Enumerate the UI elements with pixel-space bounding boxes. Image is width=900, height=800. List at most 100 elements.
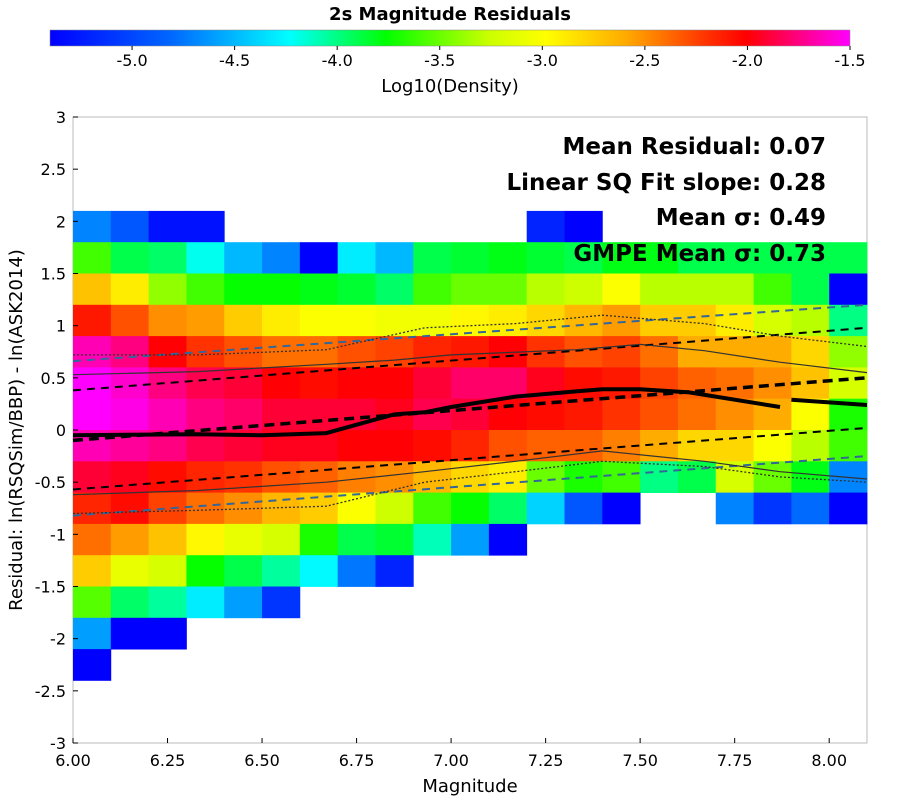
heatmap-cell [73,242,112,274]
heatmap-cell [148,492,187,525]
x-tick-label: 7.50 [622,751,658,770]
heatmap-cell [488,461,528,493]
heatmap-cell [715,242,754,274]
heatmap-cell [375,492,414,525]
y-tick-label: 1 [56,317,66,336]
heatmap-cell [375,336,414,368]
line-upper-inner [72,343,868,376]
heatmap-cell [299,367,339,400]
heatmap-cell [186,304,225,337]
heatmap-cell [186,242,225,274]
heatmap-cell [791,492,830,525]
heatmap-cell [337,523,376,556]
heatmap-cell [186,461,225,493]
colorbar: -5.0 -4.5 -4.0 -3.5 -3.0 -2.5 -2.0 -1.5 Log10(D… [49,29,866,97]
heatmap-cell [829,273,868,306]
chart-title: 2s Magnitude Residuals [329,4,571,25]
heatmap-cell [640,242,679,274]
heatmap-cell [526,430,565,462]
y-tick-label: 1.5 [41,265,66,284]
heatmap-cell [602,398,641,431]
heatmap-cell [451,336,490,368]
heatmap-cell [73,586,112,619]
heatmap-cell [262,461,301,493]
heatmap-cell [148,586,187,619]
heatmap-cell [677,304,717,337]
heatmap-cell [148,336,187,368]
line-upper-outer [73,314,868,356]
heatmap-cell [224,242,263,274]
heatmap-cell [110,586,150,619]
heatmap-cell [677,242,717,274]
heatmap-cell [337,304,376,337]
heatmap-cell [73,304,112,337]
heatmap-cell [602,242,641,274]
heatmap-cell [526,304,565,337]
line-lower-inner [72,450,868,496]
heatmap-cell [791,336,830,368]
heatmap-cell [715,492,754,525]
heatmap-cell [110,492,150,525]
heatmap-cell [262,304,301,337]
line-gmpe-plus [72,303,868,363]
heatmap-cell [299,523,339,556]
heatmap-cell [262,586,301,619]
heatmap-cell [677,430,717,462]
heatmap-cell [375,461,414,493]
heatmap-cell [73,523,112,556]
heatmap-cell [753,492,792,525]
y-tick-label: 2.5 [41,160,66,179]
heatmap-cell [413,242,452,274]
heatmap-cell [186,555,225,587]
heatmap-cell [73,492,112,525]
line-fit-plus [72,326,868,392]
heatmap-cell [224,273,263,306]
y-tick-label: -0.5 [35,473,66,492]
heatmap-cell [413,273,452,306]
heatmap-cell [564,367,603,400]
heatmap-cell [677,398,717,431]
heatmap-cell [451,492,490,525]
x-axis-label: Magnitude [422,776,517,797]
heatmap-cell [375,523,414,556]
x-axis-ticks: 6.00 6.25 6.50 6.75 7.00 7.25 7.50 7.75 8.00 [55,738,847,770]
heatmap-cell [224,492,263,525]
heatmap-cell [791,304,830,337]
line-mean-tail [791,397,868,407]
colorbar-label: Log10(Density) [381,76,519,97]
heatmap-cell [413,430,452,462]
heatmap-cell [715,367,754,400]
y-tick-label: -2.5 [35,682,66,701]
heatmap-cell [224,367,263,400]
heatmap-cell [829,336,868,368]
heatmap-cell [110,304,150,337]
heatmap-cell [148,210,187,243]
heatmap-cell [73,649,112,681]
heatmap-cell [110,367,150,400]
heatmap-cell [110,617,150,650]
heatmap-cell [413,367,452,400]
heatmap-cell [715,304,754,337]
heatmap-cell [526,398,565,431]
line-mean [72,387,781,438]
heatmap-cell [110,336,150,368]
heatmap-cell [564,430,603,462]
x-tick-label: 6.25 [150,751,186,770]
heatmap-cell [640,336,679,368]
x-tick-label: 7.25 [528,751,564,770]
heatmap-cell [753,273,792,306]
heatmap-cell [73,336,112,368]
heatmap-cell [148,617,187,650]
residual-lines [72,303,868,517]
annotation-mean-sigma: Mean σ: 0.49 [656,205,826,231]
x-tick-label: 6.50 [244,751,280,770]
heatmap-cell [186,367,225,400]
heatmap-cell [791,430,830,462]
colorbar-tick-label: -4.0 [322,51,353,70]
colorbar-tick-label: -1.5 [834,51,865,70]
annotations: Mean Residual: 0.07 Linear SQ Fit slope:… [507,134,827,267]
heatmap-cell [488,367,528,400]
colorbar-tick-label: -2.5 [629,51,660,70]
heatmap-cell [564,336,603,368]
heatmap-cell [602,336,641,368]
